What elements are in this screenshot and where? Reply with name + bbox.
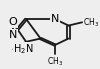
Text: O: O [8, 17, 17, 27]
Text: N: N [8, 30, 17, 40]
Text: N: N [51, 14, 59, 24]
Text: CH$_3$: CH$_3$ [83, 16, 99, 29]
Text: H$_2$N: H$_2$N [13, 42, 34, 56]
Text: CH$_3$: CH$_3$ [47, 56, 63, 68]
